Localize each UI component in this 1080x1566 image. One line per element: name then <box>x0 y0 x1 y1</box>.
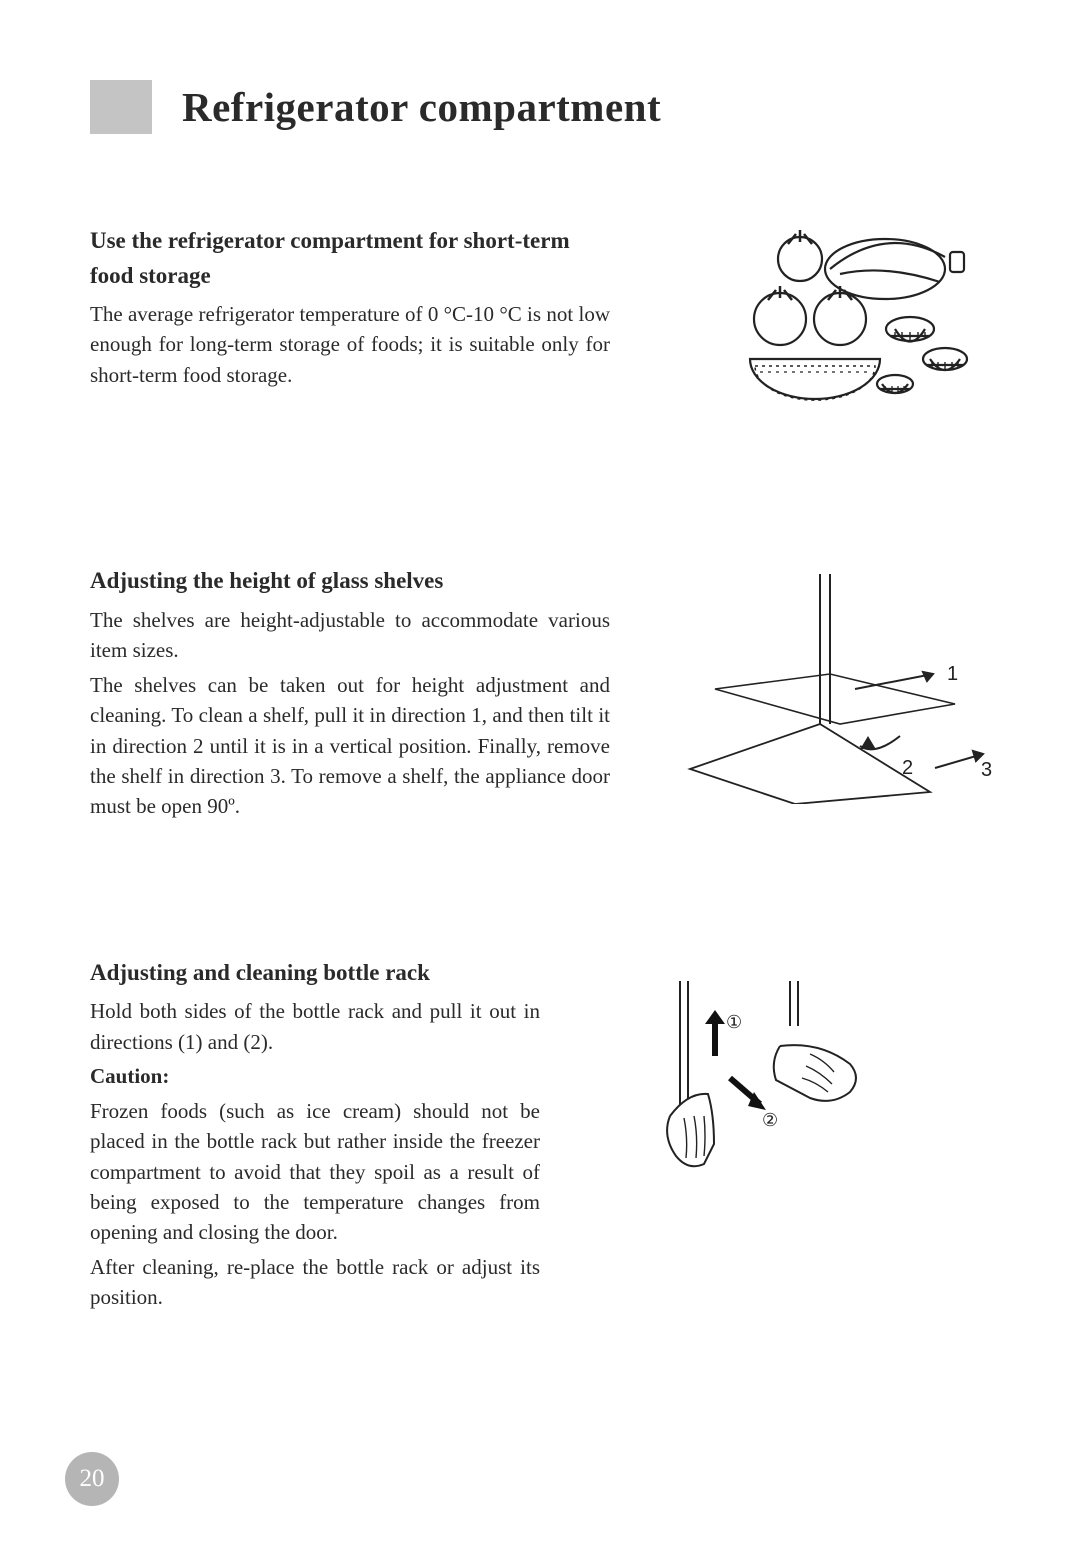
page-number-badge: 20 <box>65 1452 119 1506</box>
figure-food-items <box>740 224 980 419</box>
section2-body2: The shelves can be taken out for height … <box>90 670 610 822</box>
title-accent-box <box>90 80 152 134</box>
caution-label: Caution: <box>90 1061 540 1091</box>
section2-body1: The shelves are height-adjustable to acc… <box>90 605 610 666</box>
shelf-label-3: 3 <box>981 759 992 781</box>
page-title: Refrigerator compartment <box>182 83 661 131</box>
section-bottle-rack: Adjusting and cleaning bottle rack Hold … <box>90 956 990 1317</box>
section1-body: The average refrigerator temperature of … <box>90 299 610 390</box>
section2-heading: Adjusting the height of glass shelves <box>90 564 610 599</box>
shelf-label-2: 2 <box>902 757 913 779</box>
title-row: Refrigerator compartment <box>90 80 990 134</box>
figure-bottle-rack: ① ② <box>660 976 880 1181</box>
section3-body1: Hold both sides of the bottle rack and p… <box>90 996 540 1057</box>
figure-shelf-adjust: 1 2 3 <box>685 574 1005 809</box>
section3-heading: Adjusting and cleaning bottle rack <box>90 956 540 991</box>
section-food-storage: Use the refrigerator compartment for sho… <box>90 224 990 394</box>
section1-heading: Use the refrigerator compartment for sho… <box>90 224 610 293</box>
rack-label-1: ① <box>726 1012 742 1032</box>
shelf-label-1: 1 <box>947 663 958 685</box>
section3-body3: After cleaning, re-place the bottle rack… <box>90 1252 540 1313</box>
rack-label-2: ② <box>762 1110 778 1130</box>
section-glass-shelves: Adjusting the height of glass shelves Th… <box>90 564 990 826</box>
page-number: 20 <box>80 1465 105 1493</box>
section3-body2: Frozen foods (such as ice cream) should … <box>90 1096 540 1248</box>
